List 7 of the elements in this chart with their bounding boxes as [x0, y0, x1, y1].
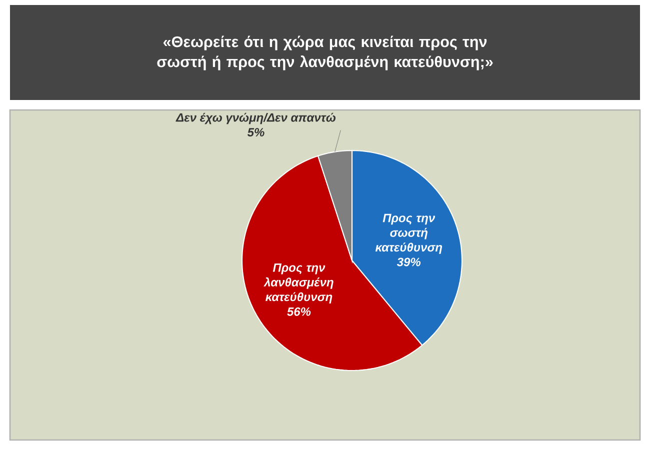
data-label: 56%: [287, 307, 311, 316]
slice-label: Προς την σωστή κατεύθυνση: [375, 214, 442, 254]
slice-label: Δεν έχω γνώμη/Δεν απαντώ: [176, 112, 336, 124]
data-label: 39%: [396, 258, 421, 266]
slice-label: Προς την λανθασμένη κατεύθυνση: [264, 263, 334, 304]
data-label: 5%: [247, 128, 264, 136]
chart-title: «Θεωρείτε ότι η χώρα μας κινείται προς την σωστή ή προς την λανθασμένη κατεύθυνση;»: [157, 36, 493, 70]
